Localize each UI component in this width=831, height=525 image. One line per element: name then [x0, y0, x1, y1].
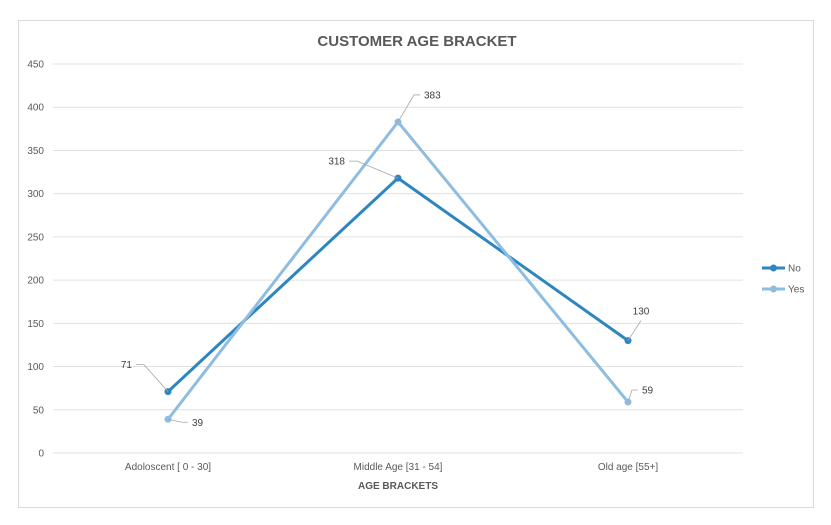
- legend: No Yes: [762, 264, 804, 296]
- data-label: 39: [192, 418, 204, 429]
- series-lines: [164, 118, 632, 423]
- x-axis-ticks: Adoloscent [ 0 - 30] Middle Age [31 - 54]…: [125, 462, 658, 473]
- leader-line: [397, 94, 420, 123]
- legend-label: Yes: [788, 285, 804, 296]
- series-line-yes: [166, 120, 630, 421]
- x-axis-title: AGE BRACKETS: [358, 481, 438, 492]
- y-tick-label: 200: [27, 276, 44, 287]
- x-tick-label: Adoloscent [ 0 - 30]: [125, 462, 211, 473]
- data-label: 59: [642, 385, 654, 396]
- data-label: 318: [328, 157, 345, 168]
- y-tick-label: 0: [38, 449, 44, 460]
- leader-line: [349, 160, 399, 179]
- y-tick-label: 150: [27, 319, 44, 330]
- y-tick-label: 450: [27, 60, 44, 71]
- data-label: 71: [121, 360, 133, 371]
- y-tick-label: 50: [33, 405, 45, 416]
- data-label: 130: [633, 307, 650, 318]
- legend-swatch-marker: [770, 285, 777, 293]
- legend-label: No: [788, 264, 801, 275]
- y-tick-label: 250: [27, 232, 44, 243]
- y-axis-ticks: 0 50 100 150 200 250 300 350 400 450: [27, 60, 44, 460]
- leader-line: [136, 364, 169, 392]
- leader-line: [627, 320, 642, 341]
- y-tick-label: 400: [27, 103, 44, 114]
- y-tick-label: 350: [27, 146, 44, 157]
- x-tick-label: Middle Age [31 - 54]: [354, 462, 443, 473]
- series-line-no: [166, 176, 630, 394]
- leader-line: [167, 418, 188, 423]
- x-tick-label: Old age [55+]: [598, 462, 659, 473]
- chart-title: CUSTOMER AGE BRACKET: [317, 33, 516, 50]
- data-labels: 71 318 130 39 383 59: [121, 90, 654, 428]
- data-label: 383: [424, 90, 441, 101]
- leader-line: [627, 389, 638, 403]
- gridlines: [53, 63, 743, 454]
- y-tick-label: 300: [27, 189, 44, 200]
- legend-swatch-marker: [770, 264, 777, 272]
- chart-area: [18, 20, 814, 508]
- y-tick-label: 100: [27, 362, 44, 373]
